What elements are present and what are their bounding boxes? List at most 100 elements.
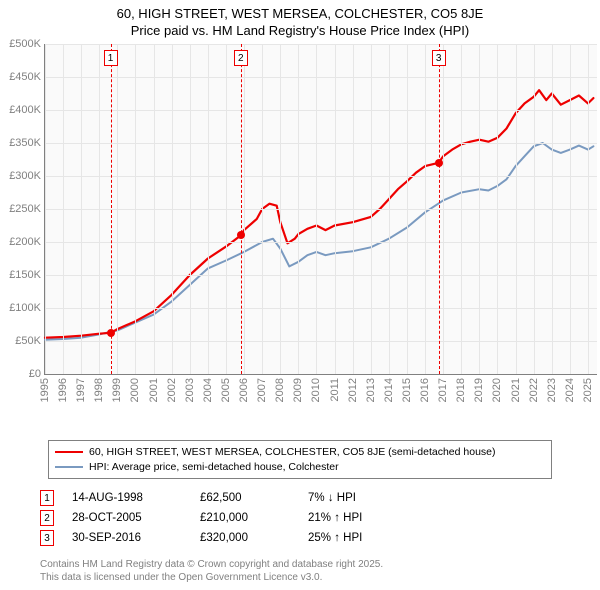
sale-row: 1 14-AUG-1998 £62,500 7% ↓ HPI: [40, 490, 560, 506]
sale-pct-vs-hpi: 7% ↓ HPI: [308, 492, 408, 504]
sale-marker-line: [439, 44, 440, 374]
y-tick-label: £350K: [9, 137, 41, 149]
sale-row: 228-OCT-2005£210,00021% ↑ HPI: [40, 510, 560, 526]
x-tick-label: 2025: [582, 378, 594, 402]
x-tick-label: 1998: [93, 378, 105, 402]
title-line-2: Price paid vs. HM Land Registry's House …: [0, 23, 600, 40]
gridline-v: [99, 44, 100, 374]
gridline-v: [280, 44, 281, 374]
footer-line-2: This data is licensed under the Open Gov…: [40, 571, 383, 584]
y-tick-label: £150K: [9, 269, 41, 281]
series-property: [45, 90, 593, 338]
x-tick-label: 2000: [129, 378, 141, 402]
x-tick-label: 2014: [383, 378, 395, 402]
x-tick-label: 2005: [220, 378, 232, 402]
sale-marker-box: 2: [234, 50, 248, 66]
gridline-v: [172, 44, 173, 374]
sale-point-icon: [107, 329, 115, 337]
sale-point-icon: [435, 159, 443, 167]
legend-box: 60, HIGH STREET, WEST MERSEA, COLCHESTER…: [48, 440, 552, 479]
gridline-v: [407, 44, 408, 374]
gridline-h: [45, 77, 597, 78]
x-tick-label: 2018: [455, 378, 467, 402]
y-tick-label: £50K: [15, 335, 41, 347]
gridline-v: [226, 44, 227, 374]
x-tick-label: 1999: [111, 378, 123, 402]
gridline-v: [335, 44, 336, 374]
sale-row: 330-SEP-2016£320,00025% ↑ HPI: [40, 530, 560, 546]
legend-row: 60, HIGH STREET, WEST MERSEA, COLCHESTER…: [55, 445, 545, 460]
sale-date: 28-OCT-2005: [72, 512, 182, 524]
x-tick-label: 2007: [256, 378, 268, 402]
gridline-h: [45, 143, 597, 144]
sales-table: 114-AUG-1998£62,5007% ↓ HPI228-OCT-2005£…: [40, 486, 560, 550]
x-tick-label: 2011: [329, 378, 341, 402]
gridline-v: [208, 44, 209, 374]
gridline-v: [244, 44, 245, 374]
x-tick-label: 1997: [75, 378, 87, 402]
gridline-v: [497, 44, 498, 374]
plot-area: £0£50K£100K£150K£200K£250K£300K£350K£400…: [44, 44, 597, 375]
sale-pct-vs-hpi: 25% ↑ HPI: [308, 532, 408, 544]
x-tick-label: 2008: [274, 378, 286, 402]
footer-attribution: Contains HM Land Registry data © Crown c…: [40, 558, 383, 584]
gridline-v: [552, 44, 553, 374]
gridline-h: [45, 176, 597, 177]
gridline-h: [45, 110, 597, 111]
x-tick-label: 1996: [57, 378, 69, 402]
title-line-1: 60, HIGH STREET, WEST MERSEA, COLCHESTER…: [0, 6, 600, 23]
sale-price: £62,500: [200, 492, 290, 504]
gridline-v: [298, 44, 299, 374]
x-tick-label: 2017: [437, 378, 449, 402]
gridline-v: [316, 44, 317, 374]
sale-price: £210,000: [200, 512, 290, 524]
sale-row-marker: 3: [40, 530, 54, 546]
x-tick-label: 2020: [491, 378, 503, 402]
sale-date: 14-AUG-1998: [72, 492, 182, 504]
sale-marker-box: 3: [432, 50, 446, 66]
gridline-v: [262, 44, 263, 374]
sale-price: £320,000: [200, 532, 290, 544]
legend-label: HPI: Average price, semi-detached house,…: [89, 460, 339, 475]
x-tick-label: 2009: [292, 378, 304, 402]
gridline-v: [425, 44, 426, 374]
legend-row: HPI: Average price, semi-detached house,…: [55, 460, 545, 475]
x-tick-label: 2016: [419, 378, 431, 402]
y-tick-label: £100K: [9, 302, 41, 314]
x-tick-label: 2015: [401, 378, 413, 402]
y-tick-label: £250K: [9, 203, 41, 215]
gridline-v: [479, 44, 480, 374]
sale-row-marker: 1: [40, 490, 54, 506]
gridline-v: [81, 44, 82, 374]
chart-area: £0£50K£100K£150K£200K£250K£300K£350K£400…: [0, 44, 600, 424]
sale-marker-line: [241, 44, 242, 374]
gridline-h: [45, 341, 597, 342]
gridline-v: [154, 44, 155, 374]
legend-swatch: [55, 466, 83, 468]
x-tick-label: 2021: [510, 378, 522, 402]
gridline-v: [389, 44, 390, 374]
gridline-v: [443, 44, 444, 374]
gridline-h: [45, 275, 597, 276]
x-tick-label: 2001: [148, 378, 160, 402]
gridline-v: [45, 44, 46, 374]
legend-label: 60, HIGH STREET, WEST MERSEA, COLCHESTER…: [89, 445, 496, 460]
gridline-v: [516, 44, 517, 374]
x-tick-label: 2019: [473, 378, 485, 402]
gridline-v: [353, 44, 354, 374]
x-tick-label: 2022: [528, 378, 540, 402]
y-tick-label: £400K: [9, 104, 41, 116]
x-tick-label: 2024: [564, 378, 576, 402]
x-tick-label: 2006: [238, 378, 250, 402]
sale-marker-line: [111, 44, 112, 374]
legend-swatch: [55, 451, 83, 453]
x-tick-label: 2012: [347, 378, 359, 402]
gridline-v: [534, 44, 535, 374]
y-tick-label: £300K: [9, 170, 41, 182]
x-tick-label: 2004: [202, 378, 214, 402]
y-tick-label: £500K: [9, 38, 41, 50]
gridline-v: [371, 44, 372, 374]
y-tick-label: £450K: [9, 71, 41, 83]
sale-pct-vs-hpi: 21% ↑ HPI: [308, 512, 408, 524]
footer-line-1: Contains HM Land Registry data © Crown c…: [40, 558, 383, 571]
